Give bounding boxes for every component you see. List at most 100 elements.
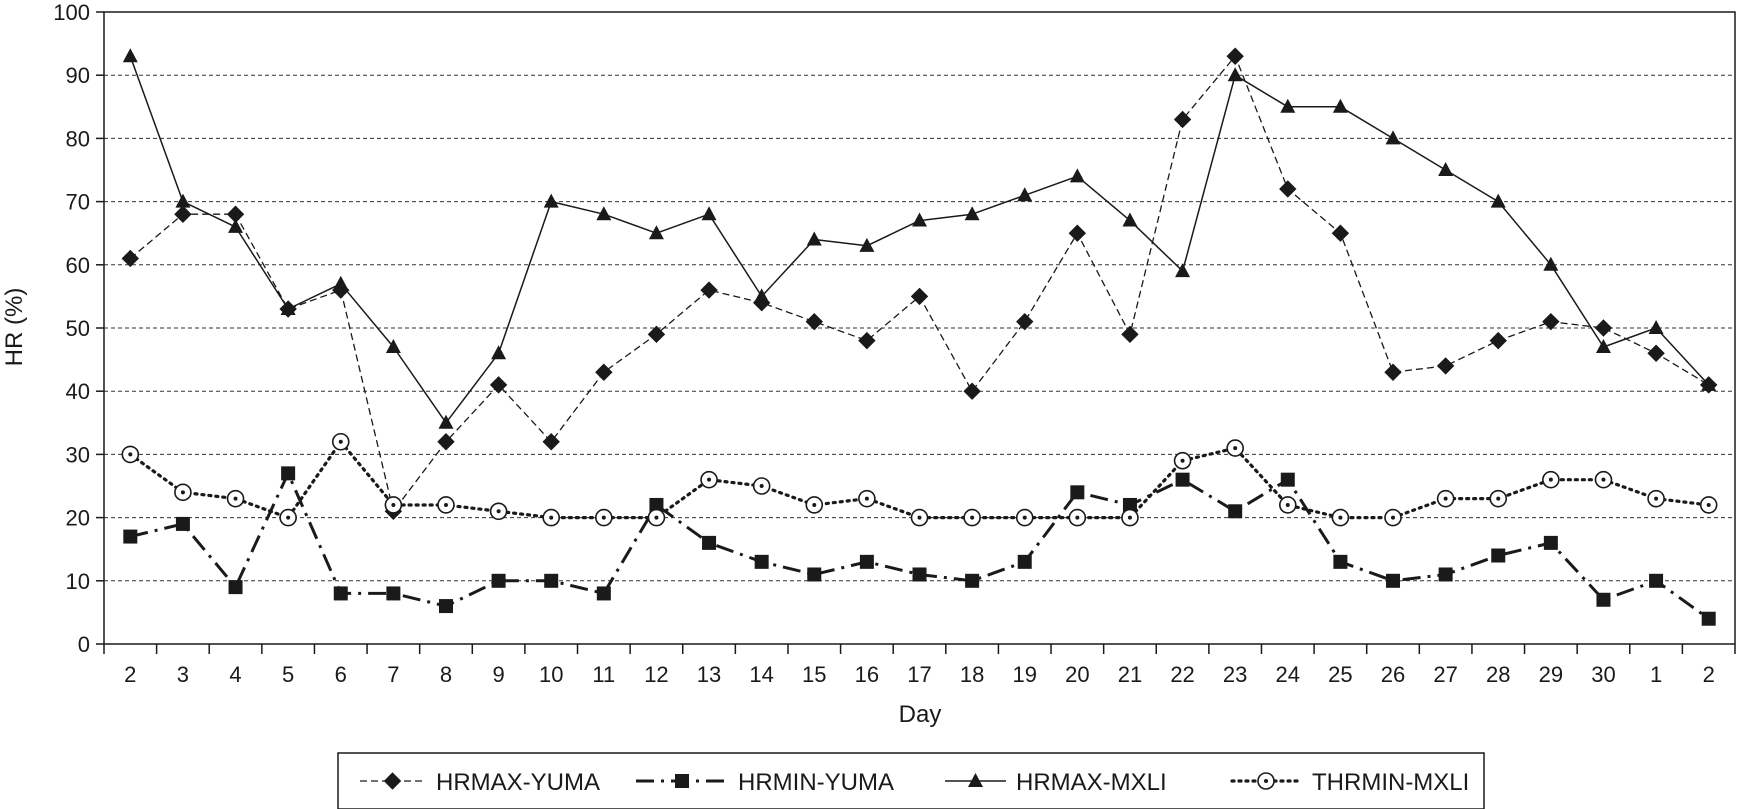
data-point bbox=[175, 516, 190, 531]
data-point bbox=[701, 206, 717, 221]
data-point bbox=[1596, 592, 1611, 607]
x-tick-label: 2 bbox=[124, 662, 136, 687]
legend-entry-4: THRMIN-MXLI bbox=[1230, 769, 1469, 796]
data-point bbox=[912, 567, 927, 582]
data-point bbox=[700, 470, 718, 489]
data-point-center bbox=[1601, 477, 1606, 482]
y-tick-label: 20 bbox=[66, 506, 90, 531]
data-point bbox=[1489, 489, 1508, 508]
data-point-center bbox=[812, 502, 817, 507]
data-point-center bbox=[1338, 515, 1343, 520]
x-tick-label: 30 bbox=[1591, 662, 1615, 687]
data-point bbox=[226, 489, 245, 508]
x-tick-label: 15 bbox=[802, 662, 826, 687]
data-point bbox=[1017, 187, 1033, 202]
x-tick-label: 19 bbox=[1012, 662, 1036, 687]
data-point bbox=[123, 529, 138, 544]
legend-label: HRMIN-YUMA bbox=[738, 769, 894, 796]
data-point bbox=[1436, 489, 1455, 508]
data-point bbox=[1068, 508, 1087, 527]
data-point-center bbox=[1706, 502, 1711, 507]
data-point bbox=[1647, 344, 1665, 362]
data-point bbox=[1331, 508, 1350, 527]
data-point-center bbox=[601, 515, 606, 520]
data-point bbox=[1594, 470, 1613, 489]
data-point bbox=[754, 288, 770, 303]
legend-marker bbox=[675, 774, 689, 788]
data-point-center bbox=[338, 439, 343, 444]
data-point bbox=[964, 206, 980, 221]
data-point-center bbox=[1180, 458, 1185, 463]
x-tick-label: 17 bbox=[907, 662, 931, 687]
x-tick-label: 7 bbox=[387, 662, 399, 687]
x-tick-label: 6 bbox=[335, 662, 347, 687]
data-point bbox=[279, 508, 297, 527]
data-point-center bbox=[917, 515, 922, 520]
y-tick-label: 30 bbox=[66, 442, 90, 467]
data-point bbox=[595, 508, 613, 527]
series-layer bbox=[121, 47, 1718, 626]
data-point bbox=[1070, 485, 1085, 500]
data-point bbox=[1489, 331, 1507, 350]
data-point bbox=[1226, 47, 1244, 65]
data-point bbox=[1015, 508, 1034, 527]
x-tick-label: 1 bbox=[1650, 662, 1662, 687]
x-tick-label: 8 bbox=[440, 662, 452, 687]
x-tick-label: 10 bbox=[539, 662, 563, 687]
data-point-center bbox=[128, 452, 133, 457]
data-point bbox=[1175, 472, 1190, 487]
x-tick-label: 21 bbox=[1118, 662, 1142, 687]
x-tick-label: 3 bbox=[177, 662, 189, 687]
data-point bbox=[544, 573, 559, 588]
data-point bbox=[963, 508, 981, 527]
data-point-center bbox=[970, 515, 975, 520]
data-point bbox=[1385, 130, 1401, 145]
y-tick-label: 70 bbox=[66, 190, 90, 215]
data-point bbox=[228, 580, 243, 595]
data-point bbox=[1333, 554, 1348, 569]
x-tick-label: 12 bbox=[644, 662, 668, 687]
data-point bbox=[963, 382, 981, 400]
y-tick-label: 40 bbox=[66, 379, 90, 404]
legend-label: THRMIN-MXLI bbox=[1312, 769, 1469, 796]
data-point bbox=[1121, 508, 1139, 527]
x-tick-label: 18 bbox=[960, 662, 984, 687]
data-point bbox=[1226, 439, 1244, 457]
data-point bbox=[859, 237, 875, 252]
data-point-center bbox=[1496, 496, 1501, 501]
y-axis-label: HR (%) bbox=[1, 288, 28, 367]
data-point bbox=[1438, 567, 1453, 582]
data-point bbox=[121, 249, 140, 268]
x-tick-label: 20 bbox=[1065, 662, 1089, 687]
data-point bbox=[1173, 451, 1192, 470]
legend-box bbox=[337, 752, 1485, 809]
series-3 bbox=[122, 48, 1717, 429]
data-point bbox=[1384, 508, 1402, 527]
data-point bbox=[122, 48, 138, 63]
y-tick-label: 50 bbox=[66, 316, 90, 341]
data-point bbox=[542, 508, 561, 527]
legend-marker bbox=[383, 772, 402, 790]
data-point bbox=[1386, 573, 1401, 588]
data-point-center bbox=[1443, 496, 1448, 501]
data-point bbox=[489, 502, 508, 521]
legend-entry-2: HRMIN-YUMA bbox=[636, 769, 894, 796]
data-point bbox=[1438, 162, 1454, 176]
data-point-center bbox=[1285, 502, 1290, 507]
legend-label: HRMAX-YUMA bbox=[436, 769, 600, 796]
y-tick-label: 60 bbox=[66, 253, 90, 278]
data-point bbox=[595, 363, 613, 381]
data-point bbox=[121, 445, 140, 464]
data-point bbox=[1594, 319, 1613, 337]
data-point-center bbox=[496, 509, 501, 514]
data-point bbox=[175, 193, 191, 208]
data-point-center bbox=[654, 515, 659, 520]
data-point-center bbox=[180, 490, 185, 495]
data-point bbox=[333, 586, 348, 601]
data-point bbox=[1701, 376, 1717, 391]
data-point bbox=[1542, 470, 1560, 489]
data-point bbox=[1175, 263, 1191, 278]
x-tick-label: 29 bbox=[1539, 662, 1563, 687]
data-point bbox=[752, 477, 771, 495]
